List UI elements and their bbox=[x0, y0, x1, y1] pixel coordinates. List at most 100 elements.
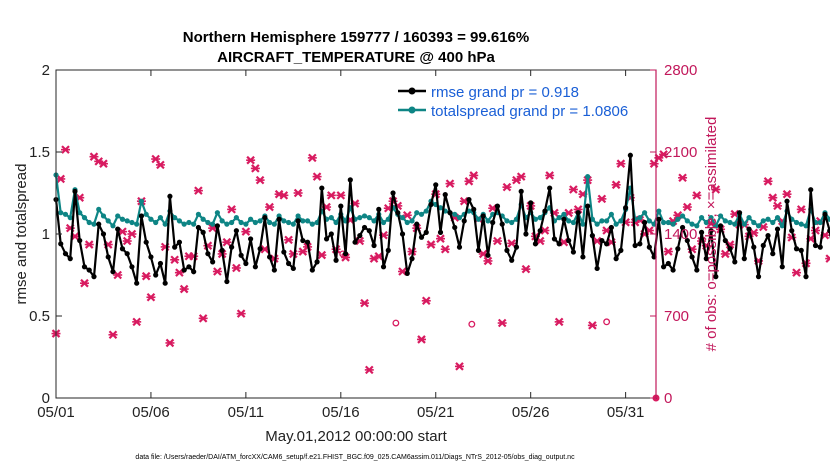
rmse-point bbox=[77, 237, 83, 244]
rmse-point bbox=[309, 267, 315, 273]
totalspread-point bbox=[295, 213, 301, 219]
rmse-point bbox=[304, 239, 311, 245]
totalspread-point bbox=[210, 221, 216, 227]
rmse-point bbox=[233, 228, 239, 234]
totalspread-point bbox=[660, 219, 667, 226]
rmse-point bbox=[162, 280, 168, 286]
totalspread-point bbox=[475, 216, 482, 222]
totalspread-point bbox=[252, 219, 258, 226]
rmse-point bbox=[755, 274, 762, 280]
rmse-point bbox=[774, 226, 781, 232]
obs-assimilated-marker bbox=[568, 185, 578, 194]
rmse-point bbox=[72, 188, 78, 194]
rmse-point bbox=[532, 241, 539, 247]
totalspread-point bbox=[679, 213, 686, 219]
totalspread-point bbox=[689, 221, 695, 227]
rmse-point bbox=[698, 229, 705, 235]
x-tick-label: 05/01 bbox=[37, 404, 75, 421]
obs-assimilated-marker bbox=[773, 201, 783, 211]
obs-assimilated-marker bbox=[587, 321, 597, 330]
legend-rmse-label: rmse grand pr = 0.918 bbox=[431, 84, 579, 101]
rmse-point bbox=[509, 257, 515, 263]
totalspread-point bbox=[172, 215, 178, 221]
rmse-point bbox=[732, 259, 738, 265]
rmse-point bbox=[181, 267, 187, 273]
totalspread-point bbox=[314, 219, 320, 226]
totalspread-point bbox=[418, 211, 425, 217]
rmse-point bbox=[342, 251, 349, 257]
rmse-point bbox=[779, 264, 785, 270]
totalspread-point bbox=[594, 221, 600, 227]
totalspread-point bbox=[798, 221, 804, 227]
x-tick-label: 05/06 bbox=[132, 404, 170, 421]
obs-assimilated-marker bbox=[435, 234, 445, 243]
totalspread-point bbox=[566, 218, 572, 224]
legend-rmse-marker bbox=[408, 87, 416, 95]
rmse-point bbox=[604, 241, 610, 247]
totalspread-point bbox=[760, 218, 766, 224]
totalspread-point bbox=[717, 213, 724, 219]
totalspread-point bbox=[570, 219, 577, 226]
totalspread-point bbox=[105, 218, 111, 224]
obs-assimilated-marker bbox=[317, 250, 327, 260]
totalspread-point bbox=[779, 223, 785, 229]
x-tick-label: 05/21 bbox=[417, 404, 455, 421]
rmse-point bbox=[219, 247, 225, 253]
rmse-point bbox=[62, 251, 69, 257]
rmse-point bbox=[371, 242, 377, 249]
totalspread-point bbox=[200, 216, 206, 222]
rmse-point bbox=[456, 244, 463, 250]
totalspread-point bbox=[585, 174, 591, 180]
obs-assimilated-marker bbox=[193, 186, 203, 195]
x-tick-label: 05/16 bbox=[322, 404, 360, 421]
rmse-point bbox=[433, 182, 439, 188]
axes: 05/01 05/06 05/11 05/16 05/21 05/26 05/31 0 0.5 1… bbox=[29, 62, 697, 421]
rmse-point bbox=[452, 224, 458, 231]
rmse-point bbox=[105, 254, 111, 260]
x-axis-label: May.01,2012 00:00:00 start bbox=[265, 428, 447, 445]
rmse-point bbox=[717, 223, 724, 229]
obs-assimilated-marker bbox=[554, 317, 564, 327]
totalspread-point bbox=[537, 215, 543, 221]
obs-assimilated-marker bbox=[236, 309, 246, 318]
rmse-point bbox=[808, 187, 814, 193]
totalspread-point bbox=[608, 211, 614, 217]
x-tick-label: 05/26 bbox=[512, 404, 550, 421]
totalspread-point bbox=[694, 223, 700, 229]
totalspread-point bbox=[138, 198, 145, 204]
rmse-point bbox=[760, 242, 766, 249]
totalspread-point bbox=[414, 210, 420, 216]
rmse-point bbox=[722, 237, 728, 244]
rmse-point bbox=[110, 269, 116, 275]
rmse-point bbox=[684, 237, 690, 244]
totalspread-point bbox=[380, 219, 387, 226]
rmse-point bbox=[58, 241, 64, 247]
rmse-point bbox=[124, 251, 130, 257]
rmse-point bbox=[281, 249, 287, 255]
rmse-point bbox=[148, 254, 154, 260]
totalspread-point bbox=[708, 215, 714, 221]
rmse-point bbox=[466, 196, 472, 203]
obs-assimilated-marker bbox=[426, 240, 436, 249]
totalspread-point bbox=[371, 218, 377, 224]
rmse-point bbox=[205, 251, 211, 257]
totalspread-point bbox=[366, 215, 372, 221]
legend: rmse grand pr = 0.918 totalspread grand … bbox=[392, 78, 654, 120]
obs-assimilated-marker bbox=[782, 189, 792, 199]
rmse-point bbox=[262, 215, 268, 221]
rmse-point bbox=[485, 252, 491, 258]
totalspread-point bbox=[817, 219, 823, 226]
chart-title-line1: Northern Hemisphere 159777 / 160393 = 99… bbox=[183, 29, 529, 46]
rmse-point bbox=[642, 219, 648, 226]
rmse-point bbox=[157, 260, 164, 267]
rmse-point bbox=[404, 270, 410, 276]
obs-assimilated-marker bbox=[84, 240, 94, 249]
totalspread-point bbox=[134, 221, 140, 227]
rmse-point bbox=[608, 224, 614, 231]
totalspread-point bbox=[224, 221, 230, 227]
y-right-tick-label: 2100 bbox=[664, 144, 697, 161]
totalspread-point bbox=[205, 219, 211, 226]
y-left-tick-label: 0.5 bbox=[29, 308, 50, 325]
totalspread-point bbox=[722, 218, 728, 224]
obs-assimilated-marker bbox=[360, 298, 370, 308]
